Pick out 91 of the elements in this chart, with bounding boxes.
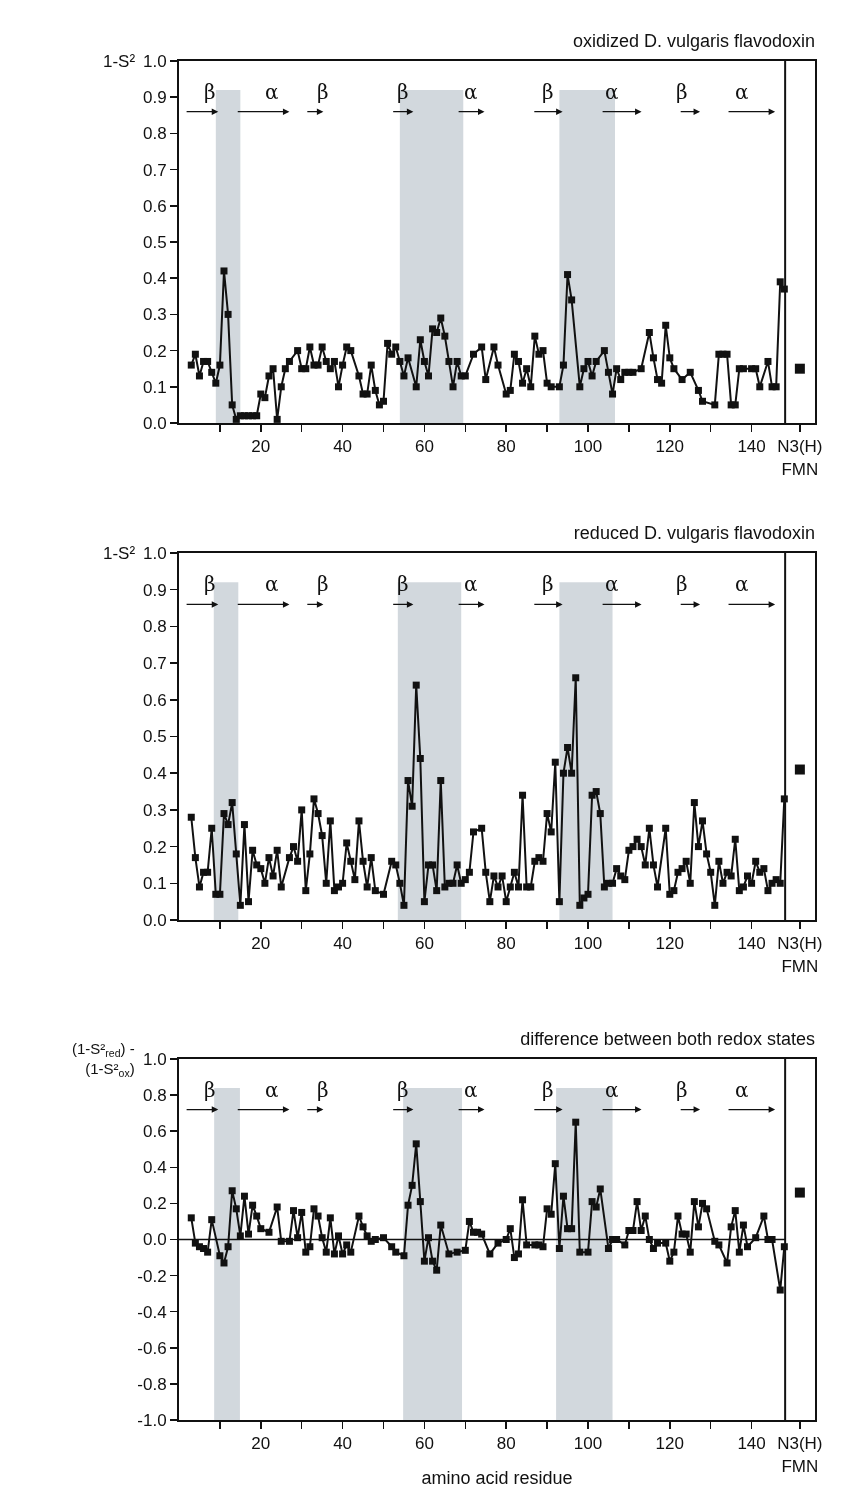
y-tick-label: 0.4 bbox=[142, 269, 167, 289]
y-tick-label: 0.9 bbox=[142, 88, 167, 108]
x-tick-label: 60 bbox=[414, 437, 434, 457]
y-tick-label: 0.2 bbox=[142, 837, 167, 857]
y-tick-label: 0.8 bbox=[142, 1086, 167, 1106]
y-tick-label: 0.8 bbox=[142, 617, 167, 637]
y-tick-label: 0.2 bbox=[142, 1194, 167, 1214]
annotation: β bbox=[317, 572, 329, 596]
annotation: β bbox=[542, 1078, 554, 1102]
x-tick-label: 100 bbox=[573, 934, 603, 954]
x-tick-label: N3(H) FMN bbox=[777, 1434, 823, 1476]
y-tick-label: 0.6 bbox=[142, 1122, 167, 1142]
y-tick-label: -0.4 bbox=[137, 1302, 167, 1322]
y-tick-label: 0.3 bbox=[142, 800, 167, 820]
x-tick-label: 140 bbox=[737, 934, 766, 954]
annotation: α bbox=[735, 572, 749, 596]
y-tick-label: 0.8 bbox=[142, 124, 167, 144]
x-axis-title: amino acid residue bbox=[421, 1468, 573, 1488]
y-axis-title: (1-S²$_{red}$) - (1-S²$_{ox}$) bbox=[72, 1040, 135, 1079]
x-tick-label: 60 bbox=[414, 1434, 434, 1454]
annotation: β bbox=[542, 572, 554, 596]
annotation: β bbox=[676, 572, 688, 596]
annotation: α bbox=[735, 1078, 749, 1102]
y-tick-label: -0.8 bbox=[137, 1374, 167, 1394]
annotation: β bbox=[204, 80, 216, 104]
y-tick-label: 0.9 bbox=[142, 580, 167, 600]
x-tick-label: 140 bbox=[737, 1434, 766, 1454]
annotation: α bbox=[605, 80, 619, 104]
x-tick-label: N3(H) FMN bbox=[777, 934, 823, 976]
annotation: β bbox=[204, 572, 216, 596]
y-tick-label: 0.6 bbox=[142, 196, 167, 216]
y-tick-label: 0.0 bbox=[142, 1230, 167, 1250]
y-tick-label: 1.0 bbox=[142, 1049, 167, 1069]
x-tick-label: 100 bbox=[573, 1434, 603, 1454]
annotation: β bbox=[317, 80, 329, 104]
chart-title: reduced D. vulgaris flavodoxin bbox=[573, 523, 815, 543]
x-tick-label: N3(H) FMN bbox=[777, 437, 823, 479]
annotation: α bbox=[605, 572, 619, 596]
y-tick-label: 1.0 bbox=[142, 543, 167, 563]
annotation: α bbox=[265, 1078, 279, 1102]
annotation: α bbox=[464, 1078, 478, 1102]
annotation: β bbox=[397, 572, 409, 596]
chart-title: difference between both redox states bbox=[520, 1029, 815, 1049]
chart-title: oxidized D. vulgaris flavodoxin bbox=[572, 31, 815, 51]
annotation: β bbox=[676, 1078, 688, 1102]
x-tick-label: 80 bbox=[496, 1434, 516, 1454]
x-tick-label: 20 bbox=[251, 437, 271, 457]
x-tick-label: 120 bbox=[655, 437, 684, 457]
y-tick-label: 0.1 bbox=[142, 377, 167, 397]
y-tick-label: 0.4 bbox=[142, 1158, 167, 1178]
annotation: α bbox=[265, 80, 279, 104]
x-tick-label: 80 bbox=[496, 934, 516, 954]
annotation: α bbox=[464, 572, 478, 596]
annotation: β bbox=[317, 1078, 329, 1102]
annotation: β bbox=[676, 80, 688, 104]
y-tick-label: -0.2 bbox=[137, 1266, 167, 1286]
y-tick-label: -0.6 bbox=[137, 1338, 167, 1358]
y-tick-label: 0.1 bbox=[142, 874, 167, 894]
y-tick-label: 0.0 bbox=[142, 910, 167, 930]
y-tick-label: 0.2 bbox=[142, 341, 167, 361]
y-tick-label: 0.4 bbox=[142, 764, 167, 784]
annotation: β bbox=[397, 80, 409, 104]
x-tick-label: 80 bbox=[496, 437, 516, 457]
annotation: α bbox=[464, 80, 478, 104]
y-tick-label: 0.6 bbox=[142, 690, 167, 710]
x-tick-label: 40 bbox=[333, 437, 353, 457]
x-tick-label: 140 bbox=[737, 437, 766, 457]
y-tick-label: 0.7 bbox=[142, 160, 167, 180]
y-tick-label: 0.3 bbox=[142, 305, 167, 325]
y-tick-label: 0.5 bbox=[142, 727, 167, 747]
y-tick-label: 0.0 bbox=[142, 413, 167, 433]
y-tick-label: 0.5 bbox=[142, 232, 167, 252]
x-tick-label: 120 bbox=[655, 934, 684, 954]
x-tick-label: 40 bbox=[333, 1434, 353, 1454]
x-tick-label: 100 bbox=[573, 437, 603, 457]
y-tick-label: 1.0 bbox=[142, 51, 167, 71]
x-tick-label: 60 bbox=[414, 934, 434, 954]
y-axis-title: 1-S² bbox=[103, 544, 136, 563]
annotation: β bbox=[542, 80, 554, 104]
annotation: α bbox=[735, 80, 749, 104]
annotation: β bbox=[204, 1078, 216, 1102]
x-tick-label: 20 bbox=[251, 934, 271, 954]
x-tick-label: 20 bbox=[251, 1434, 271, 1454]
annotation: α bbox=[265, 572, 279, 596]
y-axis-title: 1-S² bbox=[103, 52, 136, 71]
annotation: α bbox=[605, 1078, 619, 1102]
x-tick-label: 120 bbox=[655, 1434, 684, 1454]
x-tick-label: 40 bbox=[333, 934, 353, 954]
y-tick-label: -1.0 bbox=[137, 1410, 167, 1430]
y-tick-label: 0.7 bbox=[142, 654, 167, 674]
annotation: β bbox=[397, 1078, 409, 1102]
